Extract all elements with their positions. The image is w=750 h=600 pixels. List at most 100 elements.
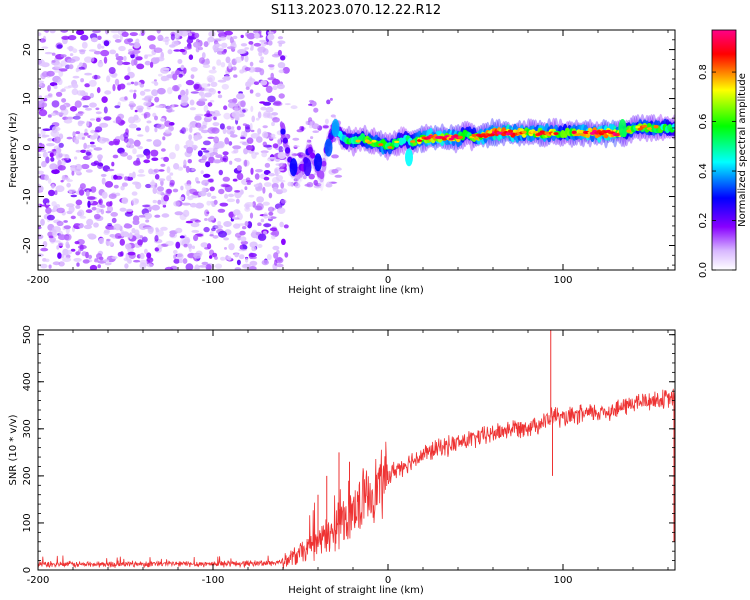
noise-blob bbox=[258, 51, 263, 57]
noise-blob bbox=[104, 90, 112, 95]
noise-blob bbox=[200, 242, 209, 248]
ridge-blob bbox=[307, 146, 313, 155]
noise-blob bbox=[111, 74, 117, 79]
noise-blob bbox=[146, 106, 151, 110]
noise-blob bbox=[147, 35, 156, 41]
noise-blob bbox=[189, 126, 193, 133]
noise-blob bbox=[191, 245, 195, 250]
noise-blob bbox=[41, 160, 47, 168]
noise-blob bbox=[250, 105, 254, 112]
noise-blob bbox=[60, 180, 64, 183]
ridge-blob bbox=[473, 137, 479, 140]
noise-blob bbox=[169, 179, 175, 186]
noise-blob bbox=[79, 50, 86, 55]
noise-blob bbox=[255, 136, 263, 143]
noise-blob bbox=[191, 168, 195, 171]
noise-blob bbox=[195, 122, 202, 128]
noise-blob bbox=[49, 30, 56, 34]
noise-blob bbox=[134, 229, 140, 237]
noise-blob bbox=[151, 204, 160, 211]
noise-blob bbox=[183, 67, 187, 74]
noise-blob bbox=[105, 210, 112, 214]
noise-blob bbox=[326, 181, 333, 188]
noise-blob bbox=[81, 136, 85, 140]
noise-blob bbox=[96, 253, 103, 260]
ridge-blob bbox=[285, 147, 291, 154]
noise-blob bbox=[128, 232, 133, 240]
noise-blob bbox=[205, 264, 212, 270]
noise-blob bbox=[46, 143, 55, 147]
noise-blob bbox=[84, 56, 93, 63]
noise-blob bbox=[239, 189, 244, 195]
noise-blob bbox=[268, 64, 275, 68]
noise-blob bbox=[221, 83, 229, 90]
noise-blob bbox=[137, 146, 143, 150]
noise-blob bbox=[38, 59, 43, 65]
noise-blob bbox=[78, 120, 85, 125]
spectrogram-image bbox=[38, 30, 675, 270]
noise-blob bbox=[163, 156, 170, 162]
noise-blob bbox=[210, 81, 218, 88]
noise-blob bbox=[224, 193, 229, 199]
noise-blob bbox=[249, 260, 258, 266]
noise-blob bbox=[71, 170, 75, 176]
noise-blob bbox=[133, 139, 141, 147]
noise-blob bbox=[306, 139, 312, 143]
noise-blob bbox=[193, 83, 200, 90]
noise-blob bbox=[236, 172, 244, 181]
noise-blob bbox=[128, 116, 136, 124]
noise-blob bbox=[72, 115, 81, 120]
noise-blob bbox=[86, 120, 90, 127]
noise-blob bbox=[166, 188, 173, 194]
noise-blob bbox=[277, 40, 286, 45]
noise-blob bbox=[183, 243, 188, 248]
noise-blob bbox=[161, 148, 166, 152]
noise-blob bbox=[75, 199, 83, 206]
noise-blob bbox=[203, 150, 210, 153]
noise-blob bbox=[262, 186, 266, 194]
noise-blob bbox=[61, 159, 66, 166]
noise-blob bbox=[139, 259, 148, 264]
ridge-blob bbox=[441, 137, 448, 141]
noise-blob bbox=[127, 251, 136, 256]
noise-blob bbox=[190, 222, 200, 228]
noise-blob bbox=[175, 241, 181, 249]
noise-blob bbox=[187, 159, 192, 164]
noise-blob bbox=[272, 117, 280, 123]
noise-blob bbox=[156, 123, 166, 130]
noise-blob bbox=[263, 212, 268, 219]
noise-blob bbox=[42, 241, 48, 248]
noise-blob bbox=[257, 111, 262, 119]
noise-blob bbox=[191, 229, 200, 233]
noise-blob bbox=[291, 153, 298, 157]
noise-blob bbox=[38, 226, 42, 230]
noise-blob bbox=[272, 143, 279, 149]
y-tick-label: 200 bbox=[22, 466, 33, 485]
noise-blob bbox=[108, 67, 116, 74]
noise-blob bbox=[47, 93, 53, 97]
noise-blob bbox=[187, 36, 195, 40]
noise-blob bbox=[55, 147, 62, 154]
noise-blob bbox=[136, 127, 141, 131]
noise-blob bbox=[198, 265, 207, 268]
noise-blob bbox=[110, 212, 118, 217]
noise-blob bbox=[178, 83, 182, 88]
noise-blob bbox=[139, 252, 145, 260]
noise-blob bbox=[125, 253, 129, 261]
noise-blob bbox=[90, 37, 98, 43]
noise-blob bbox=[143, 89, 151, 92]
noise-blob bbox=[146, 120, 152, 124]
noise-blob bbox=[89, 92, 94, 99]
noise-blob bbox=[232, 216, 236, 220]
noise-blob bbox=[197, 150, 203, 157]
noise-blob bbox=[271, 121, 275, 127]
noise-blob bbox=[217, 220, 222, 226]
noise-blob bbox=[189, 202, 197, 208]
noise-blob bbox=[324, 118, 329, 125]
noise-blob bbox=[186, 189, 190, 197]
noise-blob bbox=[152, 199, 157, 204]
noise-blob bbox=[256, 203, 264, 211]
noise-blob bbox=[244, 202, 254, 207]
noise-blob bbox=[278, 146, 284, 154]
snr-panel: -200 -100 0 100 0 100 200 300 400 500 Height of … bbox=[8, 325, 676, 596]
